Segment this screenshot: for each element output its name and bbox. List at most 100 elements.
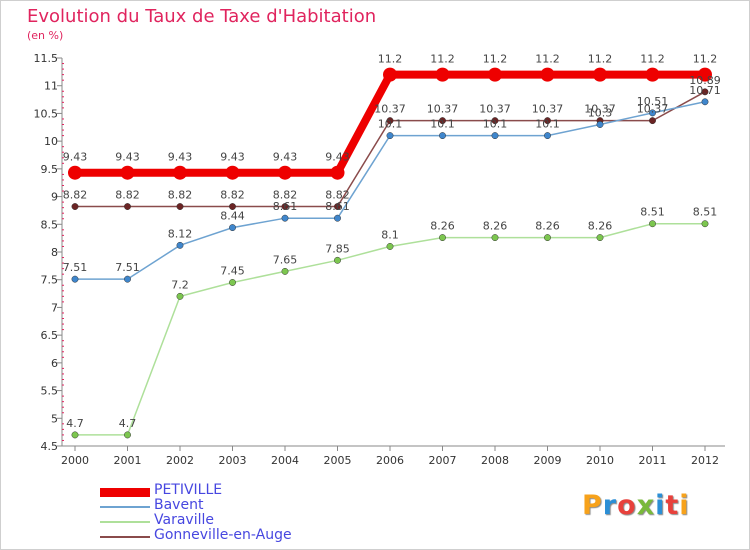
data-label: 10.37 (374, 103, 406, 116)
data-point (544, 117, 551, 125)
data-label: 10.37 (479, 103, 511, 116)
chart-subtitle: (en %) (27, 29, 64, 42)
data-label: 8.51 (640, 206, 665, 219)
data-point (386, 243, 394, 250)
data-point (439, 132, 446, 140)
legend-item-petiville: PETIVILLE (100, 482, 340, 499)
data-point (488, 67, 502, 82)
data-label: 11.2 (483, 53, 508, 66)
data-point (596, 121, 604, 128)
data-label: 10.3 (588, 107, 613, 120)
data-point (71, 431, 79, 439)
x-tick-label: 2011 (639, 454, 667, 467)
data-label: 10.1 (483, 118, 508, 131)
data-label: 10.51 (637, 95, 669, 108)
data-point (698, 67, 712, 82)
data-label: 8.12 (168, 227, 193, 240)
data-point (281, 214, 289, 222)
legend-swatch-petiville (100, 488, 150, 497)
data-label: 7.45 (220, 264, 245, 277)
legend-swatch-bavent (100, 506, 150, 508)
x-tick-label: 2010 (586, 454, 614, 467)
data-label: 8.82 (220, 189, 245, 202)
data-point (701, 220, 709, 228)
x-tick-label: 2006 (376, 454, 404, 467)
data-label: 11.2 (430, 53, 455, 66)
data-label: 7.51 (115, 261, 140, 274)
data-point (229, 224, 236, 232)
x-tick-label: 2008 (481, 454, 509, 467)
data-label: 11.2 (693, 53, 718, 66)
data-point (491, 234, 499, 242)
data-point (645, 67, 660, 82)
data-label: 8.1 (381, 228, 399, 241)
data-point (229, 203, 236, 210)
y-tick-label: 6.5 (41, 329, 59, 342)
y-tick-label: 9 (51, 191, 58, 204)
y-tick-label: 8 (51, 246, 58, 259)
data-point (278, 165, 292, 180)
data-label: 10.1 (430, 118, 455, 131)
x-tick-label: 2002 (166, 454, 194, 467)
x-tick-label: 2000 (61, 454, 89, 467)
data-label: 7.65 (273, 253, 298, 266)
data-point (124, 203, 131, 210)
legend-label-varaville: Varaville (154, 512, 214, 528)
data-label: 4.7 (119, 417, 137, 430)
data-label: 10.37 (584, 103, 616, 116)
logo-letter: x (636, 490, 656, 521)
data-label: 9.43 (63, 151, 88, 164)
data-point (439, 234, 446, 242)
data-label: 8.82 (168, 189, 193, 202)
y-tick-label: 10 (44, 135, 58, 148)
data-point (540, 67, 555, 82)
data-point (649, 220, 656, 228)
data-point (701, 98, 709, 106)
data-label: 8.51 (693, 206, 718, 219)
data-point (124, 275, 131, 283)
data-point (334, 203, 341, 210)
data-label: 9.43 (325, 151, 350, 164)
data-point (229, 279, 236, 286)
y-tick-label: 11 (44, 80, 58, 93)
data-label: 8.82 (273, 189, 298, 202)
data-label: 11.2 (588, 53, 613, 66)
x-tick-label: 2012 (691, 454, 719, 467)
logo-letter: i (679, 490, 690, 521)
data-point (701, 88, 709, 96)
x-tick-label: 2007 (429, 454, 457, 467)
data-point (386, 117, 394, 125)
y-tick-label: 5 (51, 412, 58, 425)
legend-label-bavent: Bavent (154, 497, 204, 513)
legend-label-gonneville: Gonneville-en-Auge (154, 527, 292, 543)
legend-swatch-varaville (100, 521, 150, 523)
data-point (649, 117, 656, 125)
data-point (544, 132, 551, 140)
data-point (71, 275, 79, 283)
proxiti-logo: Proxiti (582, 490, 690, 521)
data-label: 7.85 (325, 242, 350, 255)
data-point (386, 132, 394, 140)
y-tick-label: 7 (51, 301, 58, 314)
data-point (176, 241, 184, 249)
data-point (649, 109, 656, 117)
data-point (593, 67, 607, 82)
logo-letter: r (602, 490, 618, 521)
data-label: 8.82 (63, 189, 88, 202)
data-point (71, 203, 79, 210)
data-label: 7.51 (63, 261, 88, 274)
data-label: 8.26 (535, 220, 560, 233)
data-point (334, 256, 341, 264)
data-label: 9.43 (115, 151, 140, 164)
data-label: 8.26 (588, 220, 613, 233)
data-label: 8.26 (430, 220, 455, 233)
data-point (435, 67, 450, 82)
x-tick-label: 2003 (219, 454, 247, 467)
data-label: 10.37 (427, 103, 459, 116)
data-label: 7.2 (171, 278, 189, 291)
data-point (176, 292, 184, 300)
y-tick-label: 8.5 (41, 218, 59, 231)
data-point (120, 165, 135, 180)
data-point (124, 431, 131, 439)
